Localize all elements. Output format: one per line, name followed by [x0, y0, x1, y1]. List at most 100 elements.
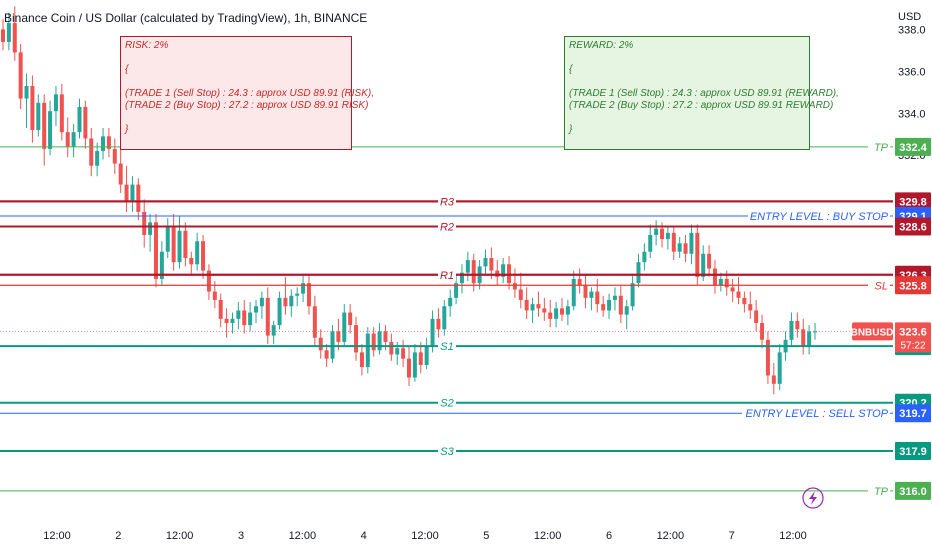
- candle: [124, 165, 129, 212]
- candle: [524, 287, 529, 319]
- reward-note-line: }: [569, 124, 573, 135]
- candle: [542, 297, 547, 321]
- x-tick-label: 5: [483, 530, 489, 542]
- candle-body: [407, 358, 411, 378]
- candle: [583, 274, 588, 309]
- candle-body: [324, 350, 329, 359]
- candle: [636, 253, 641, 288]
- candle-body: [695, 232, 700, 277]
- last-price-bg: [895, 322, 931, 353]
- candle: [683, 234, 688, 263]
- candle: [354, 316, 359, 361]
- candle-body: [589, 291, 594, 298]
- candle: [612, 287, 617, 311]
- candle-body: [565, 306, 570, 315]
- candle-body: [789, 320, 794, 340]
- reward-note-line: REWARD: 2%: [569, 40, 634, 51]
- candle: [77, 98, 82, 139]
- candle-body: [124, 184, 129, 202]
- candle: [483, 249, 488, 275]
- candle: [489, 247, 494, 279]
- candle-body: [236, 310, 241, 319]
- candle: [265, 287, 270, 344]
- price-badge: 328.6: [895, 217, 931, 236]
- candle: [236, 302, 241, 330]
- candle-body: [89, 138, 94, 166]
- price-badge: 316.0: [895, 481, 931, 500]
- candle: [712, 260, 717, 294]
- candle-body: [548, 312, 553, 319]
- price-badge-bg: [895, 276, 931, 295]
- candle: [412, 344, 417, 382]
- candle: [618, 285, 623, 324]
- level-label-bg: [742, 407, 890, 420]
- candle-body: [365, 333, 370, 368]
- candle: [159, 241, 164, 286]
- candle-body: [636, 262, 641, 284]
- candle: [748, 291, 753, 319]
- candle-body: [195, 241, 200, 265]
- candle: [224, 308, 229, 338]
- candle-body: [748, 304, 753, 311]
- level-label-bg: [748, 210, 890, 223]
- candle-body: [142, 211, 147, 235]
- candle-body: [677, 243, 682, 252]
- candle: [359, 344, 364, 376]
- price-badge-bg: [895, 192, 931, 211]
- candle-body: [771, 375, 776, 384]
- candle: [436, 308, 441, 338]
- countdown-text: 57:22: [900, 340, 925, 351]
- reward-note-line: {: [569, 64, 573, 75]
- candle: [789, 312, 794, 347]
- price-badge: 325.8: [895, 276, 931, 295]
- candle-body: [177, 230, 182, 263]
- candle-body: [218, 299, 223, 319]
- candle: [424, 337, 429, 370]
- candle-body: [730, 287, 735, 292]
- candle: [259, 291, 264, 319]
- candle-body: [707, 253, 712, 269]
- x-tick-label: 6: [606, 530, 612, 542]
- candle-body: [354, 325, 359, 353]
- bolt-icon[interactable]: [802, 487, 824, 509]
- price-badge-text: 317.9: [899, 446, 927, 458]
- candle: [589, 287, 594, 311]
- candle: [654, 220, 659, 246]
- candle-body: [665, 232, 670, 240]
- candle: [571, 270, 576, 311]
- price-badge-bg: [895, 137, 931, 156]
- last-price-badge: BNBUSD 323.6 57:22: [851, 322, 931, 353]
- candle: [536, 291, 541, 317]
- candle-body: [813, 331, 817, 333]
- x-tick-label: 12:00: [657, 530, 685, 542]
- candle: [218, 293, 223, 328]
- candle: [765, 331, 770, 384]
- candle-body: [306, 283, 311, 307]
- candle: [624, 299, 629, 330]
- candle-body: [224, 318, 229, 324]
- candle: [677, 237, 682, 258]
- candle: [665, 226, 670, 250]
- risk-note-line: }: [125, 124, 129, 135]
- reward-note-line: (TRADE 1 (Sell Stop) : 24.3 : approx USD…: [569, 88, 839, 99]
- candle-body: [454, 283, 459, 298]
- x-tick-label: 3: [238, 530, 244, 542]
- candle-body: [83, 106, 88, 139]
- candle-body: [795, 320, 800, 330]
- candle-body: [412, 352, 417, 378]
- candle: [112, 138, 117, 175]
- last-price-text: 323.6: [899, 326, 927, 338]
- candle: [342, 304, 347, 347]
- candle: [807, 325, 812, 355]
- candle: [330, 325, 335, 363]
- candle: [459, 264, 464, 294]
- candle-body: [754, 310, 759, 324]
- price-badge-bg: [895, 481, 931, 500]
- price-badge-text: 329.8: [899, 196, 927, 208]
- candle: [53, 86, 58, 126]
- candle-body: [283, 297, 288, 307]
- candle-body: [736, 291, 741, 298]
- candle: [671, 226, 676, 261]
